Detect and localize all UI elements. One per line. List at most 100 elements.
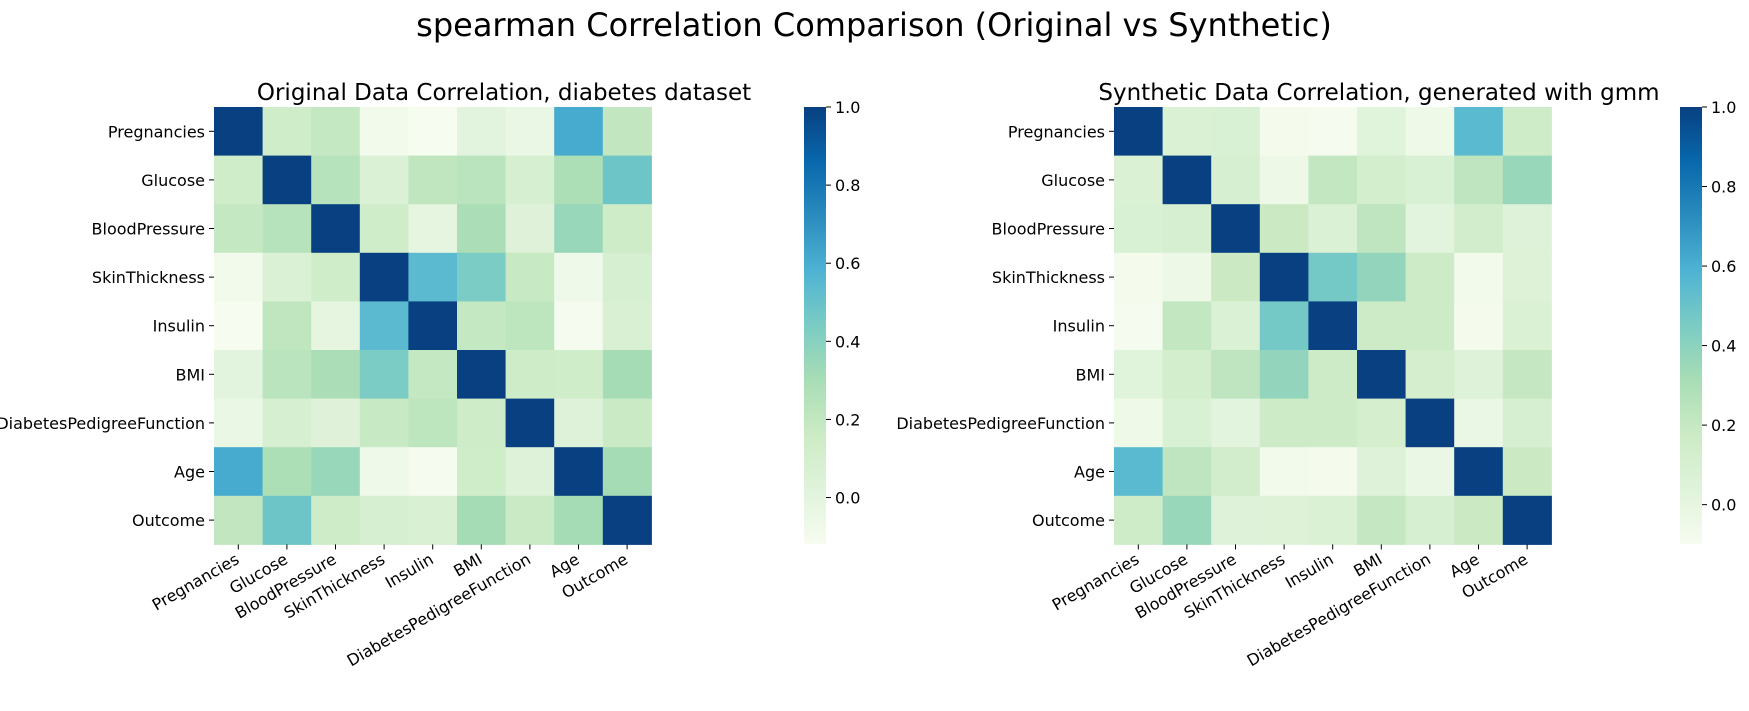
x-tick-label-insulin: Insulin [382, 549, 437, 592]
heatmap-cell-blood-pressure-diabetes-pedigree-function [505, 204, 555, 254]
heatmap-cell-glucose-pregnancies [214, 155, 264, 205]
heatmap-cell-blood-pressure-bmi [457, 204, 507, 254]
heatmap-cell-age-age [1454, 447, 1504, 497]
heatmap-cell-pregnancies-blood-pressure [311, 107, 361, 157]
heatmap-cell-pregnancies-blood-pressure [1211, 107, 1261, 157]
heatmap-cell-outcome-outcome [1502, 495, 1552, 545]
heatmap-cell-skin-thickness-skin-thickness [359, 252, 409, 302]
y-tick-label-pregnancies: Pregnancies [1008, 122, 1105, 141]
heatmap-cell-bmi-insulin [1308, 350, 1358, 400]
heatmap-cell-bmi-diabetes-pedigree-function [505, 350, 555, 400]
heatmap-cell-blood-pressure-insulin [408, 204, 458, 254]
heatmap-cell-outcome-blood-pressure [1211, 495, 1261, 545]
heatmap-cell-glucose-pregnancies [1114, 155, 1164, 205]
heatmap-cell-insulin-bmi [457, 301, 507, 351]
y-tick-label-blood-pressure: BloodPressure [92, 220, 205, 239]
heatmap-cell-skin-thickness-outcome [1502, 252, 1552, 302]
heatmap-cell-pregnancies-diabetes-pedigree-function [505, 107, 555, 157]
y-tick-label-skin-thickness: SkinThickness [92, 268, 205, 287]
y-tick-label-bmi: BMI [176, 365, 206, 384]
y-tick-label-age: Age [1074, 463, 1105, 482]
heatmap-cell-outcome-diabetes-pedigree-function [505, 495, 555, 545]
heatmap-cell-pregnancies-glucose [1162, 107, 1212, 157]
heatmap-cell-diabetes-pedigree-function-outcome [1502, 398, 1552, 448]
heatmap-cell-outcome-glucose [262, 495, 312, 545]
heatmap-cell-skin-thickness-bmi [457, 252, 507, 302]
heatmap-cell-insulin-pregnancies [214, 301, 264, 351]
y-tick-label-pregnancies: Pregnancies [108, 122, 205, 141]
heatmap-cell-bmi-blood-pressure [1211, 350, 1261, 400]
heatmap-cell-blood-pressure-pregnancies [1114, 204, 1164, 254]
colorbar-tick-label: 0.4 [1711, 337, 1736, 356]
heatmap-cell-bmi-outcome [1502, 350, 1552, 400]
colorbar-tick-label: 0.6 [1711, 257, 1736, 276]
heatmap-cell-outcome-skin-thickness [359, 495, 409, 545]
heatmap-cell-glucose-bmi [1357, 155, 1407, 205]
heatmap-cell-insulin-glucose [262, 301, 312, 351]
heatmap-cell-blood-pressure-bmi [1357, 204, 1407, 254]
heatmap-cell-age-skin-thickness [359, 447, 409, 497]
heatmap-cell-insulin-outcome [1502, 301, 1552, 351]
synthetic-heatmap-title: Synthetic Data Correlation, generated wi… [1098, 80, 1659, 106]
heatmap-cell-pregnancies-skin-thickness [1259, 107, 1309, 157]
y-tick-label-insulin: Insulin [153, 317, 205, 336]
heatmap-cell-insulin-blood-pressure [1211, 301, 1261, 351]
heatmap-cell-age-age [554, 447, 604, 497]
y-tick-label-skin-thickness: SkinThickness [992, 268, 1105, 287]
y-tick-label-diabetes-pedigree-function: DiabetesPedigreeFunction [0, 414, 205, 433]
heatmap-cell-pregnancies-insulin [408, 107, 458, 157]
heatmap-cell-glucose-diabetes-pedigree-function [505, 155, 555, 205]
colorbar-tick-label: 0.0 [835, 489, 860, 508]
heatmap-cell-diabetes-pedigree-function-age [554, 398, 604, 448]
figure-title: spearman Correlation Comparison (Origina… [416, 6, 1332, 44]
heatmap-cell-age-outcome [1502, 447, 1552, 497]
heatmap-cell-age-pregnancies [214, 447, 264, 497]
heatmap-cell-blood-pressure-outcome [602, 204, 652, 254]
heatmap-cell-age-glucose [262, 447, 312, 497]
y-tick-label-glucose: Glucose [1041, 171, 1105, 190]
colorbar-tick-label: 1.0 [1711, 98, 1736, 117]
heatmap-cell-diabetes-pedigree-function-skin-thickness [1259, 398, 1309, 448]
heatmap-cell-insulin-age [1454, 301, 1504, 351]
heatmap-cell-blood-pressure-age [1454, 204, 1504, 254]
y-tick-label-age: Age [174, 463, 205, 482]
heatmap-cell-blood-pressure-skin-thickness [1259, 204, 1309, 254]
heatmap-cell-diabetes-pedigree-function-diabetes-pedigree-function [505, 398, 555, 448]
heatmap-cell-blood-pressure-glucose [1162, 204, 1212, 254]
heatmap-cell-age-blood-pressure [1211, 447, 1261, 497]
heatmap-cell-skin-thickness-age [554, 252, 604, 302]
heatmap-cell-age-blood-pressure [311, 447, 361, 497]
heatmap-cell-outcome-age [554, 495, 604, 545]
heatmap-cell-bmi-bmi [1357, 350, 1407, 400]
heatmap-cell-insulin-blood-pressure [311, 301, 361, 351]
heatmap-cell-outcome-insulin [1308, 495, 1358, 545]
heatmap-cell-age-diabetes-pedigree-function [1405, 447, 1455, 497]
heatmap-cell-age-insulin [408, 447, 458, 497]
heatmap-cell-diabetes-pedigree-function-bmi [1357, 398, 1407, 448]
heatmap-cell-insulin-diabetes-pedigree-function [505, 301, 555, 351]
heatmap-cell-blood-pressure-skin-thickness [359, 204, 409, 254]
y-tick-label-glucose: Glucose [141, 171, 205, 190]
heatmap-cell-age-outcome [602, 447, 652, 497]
synthetic-colorbar [1680, 107, 1702, 545]
heatmap-cell-bmi-glucose [1162, 350, 1212, 400]
colorbar-tick-label: 0.2 [835, 410, 860, 429]
heatmap-cell-outcome-pregnancies [214, 495, 264, 545]
heatmap-cell-skin-thickness-blood-pressure [311, 252, 361, 302]
y-tick-label-insulin: Insulin [1053, 317, 1105, 336]
heatmap-cell-glucose-blood-pressure [1211, 155, 1261, 205]
heatmap-cell-skin-thickness-blood-pressure [1211, 252, 1261, 302]
heatmap-cell-blood-pressure-insulin [1308, 204, 1358, 254]
heatmap-cell-glucose-age [1454, 155, 1504, 205]
heatmap-cell-pregnancies-pregnancies [1114, 107, 1164, 157]
heatmap-cell-outcome-age [1454, 495, 1504, 545]
heatmap-cell-age-diabetes-pedigree-function [505, 447, 555, 497]
heatmap-cell-pregnancies-age [554, 107, 604, 157]
colorbar-tick-label: 0.0 [1711, 496, 1736, 515]
heatmap-cell-glucose-skin-thickness [1259, 155, 1309, 205]
heatmap-cell-glucose-insulin [408, 155, 458, 205]
heatmap-cell-insulin-skin-thickness [1259, 301, 1309, 351]
heatmap-cell-skin-thickness-bmi [1357, 252, 1407, 302]
heatmap-cell-pregnancies-outcome [602, 107, 652, 157]
